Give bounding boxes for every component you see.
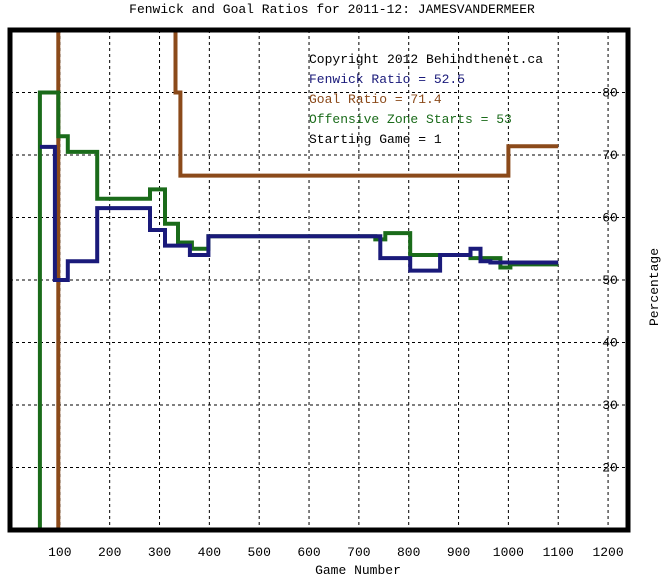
annotation: Starting Game = 1 <box>309 132 442 147</box>
x-axis-title: Game Number <box>315 563 401 578</box>
x-tick-label: 1200 <box>592 545 623 560</box>
annotation: Goal Ratio = 71.4 <box>309 92 442 107</box>
annotation: Copyright 2012 Behindthenet.ca <box>309 52 543 67</box>
annotation: Offensive Zone Starts = 53 <box>309 112 512 127</box>
y-tick-label: 80 <box>602 86 618 101</box>
y-tick-label: 40 <box>602 336 618 351</box>
y-axis-title: Percentage <box>647 248 662 326</box>
data-line <box>39 144 559 282</box>
x-tick-label: 200 <box>98 545 121 560</box>
y-tick-label: 20 <box>602 461 618 476</box>
x-tick-label: 900 <box>447 545 470 560</box>
x-tick-label: 400 <box>198 545 221 560</box>
y-tick-label: 30 <box>602 398 618 413</box>
x-tick-label: 800 <box>397 545 420 560</box>
x-tick-label: 300 <box>148 545 171 560</box>
x-tick-label: 1000 <box>493 545 524 560</box>
y-tick-label: 50 <box>602 273 618 288</box>
x-tick-label: 600 <box>297 545 320 560</box>
x-tick-label: 500 <box>247 545 270 560</box>
plot-border <box>7 27 631 533</box>
annotation: Fenwick Ratio = 52.5 <box>309 72 465 87</box>
y-tick-label: 70 <box>602 148 618 163</box>
x-tick-label: 1100 <box>543 545 574 560</box>
chart-title: Fenwick and Goal Ratios for 2011-12: JAM… <box>129 2 535 17</box>
x-tick-label: 100 <box>48 545 71 560</box>
data-line <box>37 90 559 530</box>
y-tick-label: 60 <box>602 211 618 226</box>
x-tick-label: 700 <box>347 545 370 560</box>
